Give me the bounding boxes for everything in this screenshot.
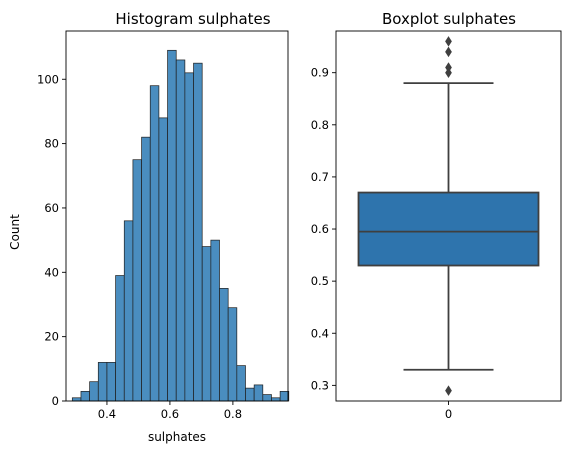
boxplot-y-tick-label: 0.8 xyxy=(311,118,329,132)
boxplot-y-tick-label: 0.9 xyxy=(311,66,329,80)
histogram-bar xyxy=(89,381,99,402)
histogram-x-tick-label: 0.8 xyxy=(224,407,242,421)
boxplot-marks xyxy=(357,36,540,396)
histogram-y-tick-label: 80 xyxy=(44,137,59,151)
histogram-bar xyxy=(141,136,151,402)
boxplot-x-ticks: 0 xyxy=(445,401,452,421)
histogram-title: Histogram sulphates xyxy=(115,10,270,28)
boxplot-title: Boxplot sulphates xyxy=(382,10,516,28)
boxplot-y-tick-label: 0.3 xyxy=(311,378,329,392)
boxplot-y-tick-label: 0.4 xyxy=(311,326,329,340)
histogram-x-tick-label: 0.6 xyxy=(161,407,179,421)
histogram-bar xyxy=(71,397,82,402)
histogram-y-tick-label: 40 xyxy=(44,265,59,279)
boxplot-outlier xyxy=(445,36,452,47)
histogram-x-label: sulphates xyxy=(148,430,206,444)
histogram-bar xyxy=(262,394,272,402)
histogram-bar xyxy=(210,239,220,402)
histogram-y-label: Count xyxy=(8,214,22,250)
histogram-frame xyxy=(65,30,289,402)
histogram-y-ticks: 0 20 40 60 80 100 xyxy=(37,72,66,408)
histogram-bar xyxy=(158,117,168,402)
histogram-bar xyxy=(201,246,212,402)
histogram-bar xyxy=(132,159,142,402)
histogram-y-tick-label: 100 xyxy=(37,72,59,86)
boxplot-outlier xyxy=(445,62,452,73)
histogram-y-tick-label: 20 xyxy=(44,330,59,344)
boxplot-panel: Boxplot sulphates 0 0.30.40.50.60.70.80.… xyxy=(311,10,562,421)
histogram-x-ticks: 0.4 0.6 0.8 xyxy=(98,401,242,421)
boxplot-y-ticks: 0.3 0.4 0.5 0.6 0.7 0.8 0.9 xyxy=(311,66,336,392)
boxplot-y-tick-label: 0.5 xyxy=(311,274,329,288)
histogram-bar xyxy=(97,362,108,402)
histogram-bar xyxy=(279,390,290,402)
histogram-bar xyxy=(80,390,90,402)
histogram-bar xyxy=(167,49,177,402)
histogram-bar xyxy=(115,275,125,402)
boxplot-outlier xyxy=(445,46,452,58)
histogram-bar xyxy=(149,85,160,402)
histogram-y-tick-label: 60 xyxy=(44,201,59,215)
boxplot-y-tick-label: 0.6 xyxy=(311,222,329,236)
histogram-bar xyxy=(271,397,281,402)
histogram-bar xyxy=(253,384,264,402)
histogram-bar xyxy=(175,59,186,402)
boxplot-box xyxy=(357,191,540,267)
boxplot-outlier xyxy=(445,385,452,396)
histogram-bar xyxy=(236,365,246,402)
histogram-y-tick-label: 0 xyxy=(52,394,59,408)
histogram-bar xyxy=(193,62,203,402)
histogram-bar xyxy=(184,72,194,402)
boxplot-y-tick-label: 0.7 xyxy=(311,170,329,184)
boxplot-x-tick-label: 0 xyxy=(445,407,452,421)
histogram-bar xyxy=(245,387,255,402)
histogram-panel: Histogram sulphates 0.4 0.6 0.8 0 20 40 60 80 1… xyxy=(8,10,290,444)
histogram-bars xyxy=(71,49,290,402)
histogram-bar xyxy=(227,307,238,402)
histogram-bar xyxy=(106,362,116,402)
histogram-x-tick-label: 0.4 xyxy=(98,407,116,421)
histogram-bar xyxy=(123,220,134,402)
histogram-bar xyxy=(219,288,229,402)
